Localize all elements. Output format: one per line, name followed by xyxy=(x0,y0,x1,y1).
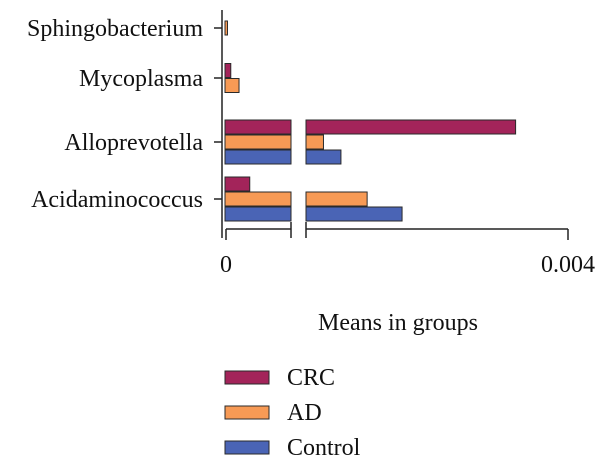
bar-alloprevotella-control xyxy=(224,149,342,165)
legend: CRC AD Control xyxy=(224,365,361,461)
bar-mycoplasma-crc-segment xyxy=(224,63,232,78)
bar-sphingobacterium-ad xyxy=(224,20,228,36)
bar-sphingobacterium-ad-segment xyxy=(224,20,228,36)
bar-acidaminococcus-ad-right-segment xyxy=(305,191,368,207)
legend-swatch-crc xyxy=(224,370,270,385)
x-axis-title: Means in groups xyxy=(318,310,478,336)
bar-mycoplasma-ad-segment xyxy=(224,78,240,93)
category-labels: Sphingobacterium Mycoplasma Alloprevotella… xyxy=(27,16,203,213)
legend-swatch-ad xyxy=(224,405,270,420)
axes-group xyxy=(214,10,569,240)
category-label-mycoplasma: Mycoplasma xyxy=(79,66,203,92)
bar-alloprevotella-control-right-segment xyxy=(305,149,342,165)
bar-mycoplasma-crc xyxy=(224,63,232,78)
bars-group xyxy=(224,20,517,222)
bar-alloprevotella-ad xyxy=(224,134,324,150)
bar-alloprevotella-crc-left-segment xyxy=(224,119,292,135)
bar-alloprevotella-ad-right-segment xyxy=(305,134,324,150)
category-label-acidaminococcus: Acidaminococcus xyxy=(31,187,203,213)
bar-mycoplasma-ad xyxy=(224,78,240,93)
category-label-sphingobacterium: Sphingobacterium xyxy=(27,16,203,42)
legend-label-control: Control xyxy=(287,435,361,461)
bar-acidaminococcus-control-left-segment xyxy=(224,206,292,222)
bar-acidaminococcus-control xyxy=(224,206,403,222)
bar-acidaminococcus-ad xyxy=(224,191,368,207)
bar-acidaminococcus-control-right-segment xyxy=(305,206,403,222)
category-label-alloprevotella: Alloprevotella xyxy=(64,130,203,156)
bar-alloprevotella-crc xyxy=(224,119,517,135)
bar-alloprevotella-ad-left-segment xyxy=(224,134,292,150)
bar-acidaminococcus-ad-left-segment xyxy=(224,191,292,207)
x-tick-label-1: 0.004 xyxy=(541,252,595,278)
legend-swatch-control xyxy=(224,440,270,455)
x-tick-label-0: 0 xyxy=(220,252,232,278)
bar-alloprevotella-control-left-segment xyxy=(224,149,292,165)
bar-acidaminococcus-crc xyxy=(224,176,251,192)
legend-label-crc: CRC xyxy=(287,365,335,391)
bar-alloprevotella-crc-right-segment xyxy=(305,119,517,135)
bar-acidaminococcus-crc-segment xyxy=(224,176,251,192)
legend-label-ad: AD xyxy=(287,400,322,426)
